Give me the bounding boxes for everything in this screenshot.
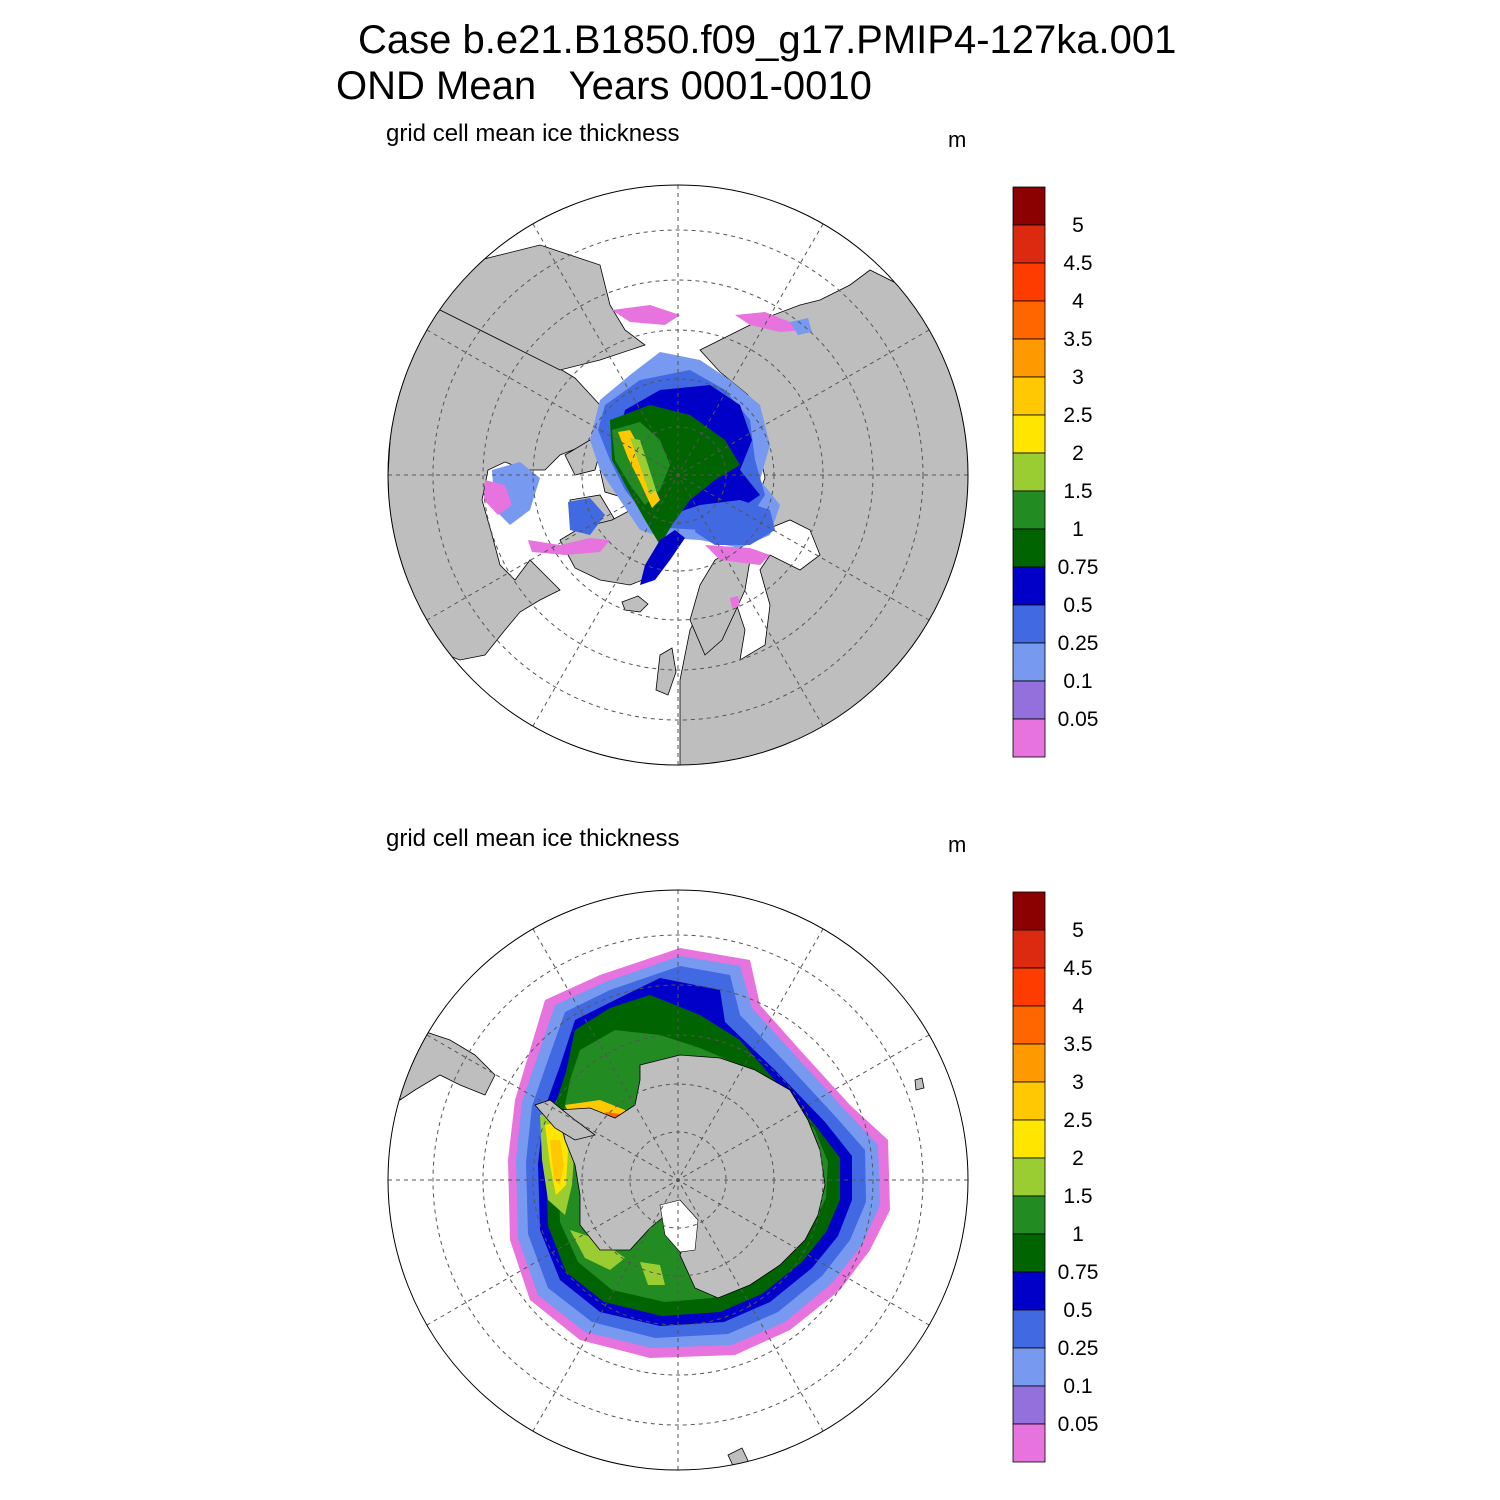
amundsen-ice-1.5: [570, 1230, 625, 1270]
north-america-land: [388, 304, 601, 661]
colorbar-segment: [1012, 1119, 1046, 1159]
south-panel-units: m: [948, 832, 967, 857]
colorbar-segment: [1012, 490, 1046, 530]
colorbar-segment: [1012, 929, 1046, 969]
colorbar-tick-label: 4: [1072, 995, 1084, 1018]
colorbar-tick-label: 0.5: [1063, 1299, 1092, 1322]
antarctic-map: [387, 889, 969, 1471]
okhotsk-ice: [735, 312, 805, 332]
colorbar-tick-label: 0.1: [1063, 1375, 1092, 1398]
colorbar-tick-label: 1.5: [1063, 480, 1092, 503]
colorbar-segment: [1012, 718, 1046, 758]
colorbar-tick-label: 3: [1072, 366, 1084, 389]
colorbar-tick-label: 0.05: [1058, 1413, 1099, 1436]
colorbar-segment: [1012, 1309, 1046, 1349]
bering-ice: [612, 305, 680, 325]
colorbar-tick-label: 4.5: [1063, 957, 1092, 980]
scandinavia-land: [689, 547, 751, 656]
labrador-ice: [528, 538, 610, 555]
colorbar-segment: [1012, 1385, 1046, 1425]
colorbar-segment: [1012, 414, 1046, 454]
colorbar-segment: [1012, 1423, 1046, 1463]
ross-ice-shelf: [659, 1199, 699, 1253]
colorbar-segment: [1012, 224, 1046, 264]
colorbar-segment: [1012, 1005, 1046, 1045]
colorbar-tick-label: 0.75: [1058, 1261, 1099, 1284]
colorbar-segment: [1012, 604, 1046, 644]
colorbar-tick-label: 2.5: [1063, 404, 1092, 427]
colorbar-tick-label: 0.1: [1063, 670, 1092, 693]
arctic-map: [387, 184, 969, 766]
colorbar-tick-label: 1: [1072, 518, 1084, 541]
colorbar-tick-label: 5: [1072, 214, 1084, 237]
colorbar-segment: [1012, 891, 1046, 931]
antarctic-graticule: [388, 890, 968, 1470]
british-isles-land: [655, 647, 677, 696]
figure-title-case: Case b.e21.B1850.f09_g17.PMIP4-127ka.001: [358, 18, 1177, 62]
bellingshausen-ice-1.5: [640, 1262, 665, 1285]
kerguelen-land: [914, 1077, 925, 1091]
figure-title-period: OND Mean Years 0001-0010: [336, 64, 872, 108]
colorbar-tick-label: 1.5: [1063, 1185, 1092, 1208]
colorbar-segment: [1012, 1233, 1046, 1273]
arctic-graticule: [388, 185, 968, 765]
hudson-bay-ice-thin: [484, 480, 512, 515]
colorbar-tick-label: 0.05: [1058, 708, 1099, 731]
colorbar-segment: [1012, 1271, 1046, 1311]
colorbar-tick-label: 1: [1072, 1223, 1084, 1246]
colorbar-segment: [1012, 1195, 1046, 1235]
colorbar-tick-label: 0.25: [1058, 1337, 1099, 1360]
okhotsk-ice-blue: [790, 318, 812, 335]
colorbar-segment: [1012, 566, 1046, 606]
weddell-ice-2.5: [550, 1140, 564, 1185]
colorbar-segment: [1012, 1157, 1046, 1197]
colorbar-tick-label: 3.5: [1063, 1033, 1092, 1056]
south-colorbar: 5 4.5 4 3.5 3 2.5 2 1.5 1 0.75 0.5 0.25 0.1 0.05: [1012, 891, 1099, 1463]
colorbar-tick-label: 0.25: [1058, 632, 1099, 655]
colorbar-tick-label: 5: [1072, 919, 1084, 942]
colorbar-segment: [1012, 452, 1046, 492]
barents-ice: [695, 500, 775, 545]
colorbar-segment: [1012, 186, 1046, 226]
arctic-map-border: [387, 184, 969, 766]
baffin-ice: [568, 498, 605, 535]
colorbar-tick-label: 3.5: [1063, 328, 1092, 351]
colorbar-tick-label: 3: [1072, 1071, 1084, 1094]
arctic-ice-1.5: [630, 438, 656, 495]
colorbar-segment: [1012, 642, 1046, 682]
colorbar-segment: [1012, 680, 1046, 720]
north-colorbar: 5 4.5 4 3.5 3 2.5 2 1.5 1 0.75 0.5 0.25 0.1 0.05: [1012, 186, 1099, 758]
south-panel-label: grid cell mean ice thickness: [386, 825, 680, 852]
colorbar-tick-label: 2: [1072, 442, 1084, 465]
north-panel-label: grid cell mean ice thickness: [386, 120, 680, 147]
north-panel-units: m: [948, 127, 967, 152]
colorbar-segment: [1012, 376, 1046, 416]
colorbar-tick-label: 2: [1072, 1147, 1084, 1170]
colorbar-tick-label: 4.5: [1063, 252, 1092, 275]
colorbar-segment: [1012, 967, 1046, 1007]
antarctic-peninsula: [534, 1099, 596, 1141]
colorbar-segment: [1012, 338, 1046, 378]
antarctic-map-border: [387, 889, 969, 1471]
colorbar-tick-label: 0.75: [1058, 556, 1099, 579]
colorbar-segment: [1012, 1043, 1046, 1083]
white-sea-ice: [730, 596, 740, 608]
colorbar-segment: [1012, 1347, 1046, 1387]
alaska-land: [429, 244, 646, 371]
east-greenland-ice: [640, 530, 685, 585]
colorbar-segment: [1012, 262, 1046, 302]
colorbar-tick-label: 2.5: [1063, 1109, 1092, 1132]
iceland-land: [621, 595, 649, 613]
colorbar-segment: [1012, 1081, 1046, 1121]
colorbar-segment: [1012, 300, 1046, 340]
colorbar-tick-label: 4: [1072, 290, 1084, 313]
colorbar-segment: [1012, 528, 1046, 568]
colorbar-tick-label: 0.5: [1063, 594, 1092, 617]
